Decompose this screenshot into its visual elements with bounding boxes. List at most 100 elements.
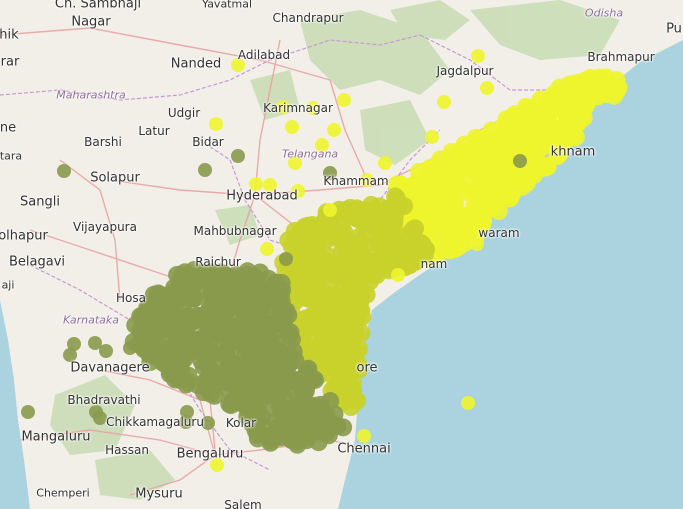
dot-bright-yellow <box>476 131 495 150</box>
dot-outlier-yellow <box>470 237 484 251</box>
dot-olive-green <box>170 360 189 379</box>
dot-olive-green <box>199 356 218 375</box>
dot-olive-yellow <box>332 349 351 368</box>
dot-olive-green <box>140 340 159 359</box>
dot-olive-green <box>177 318 196 337</box>
dot-outlier-green <box>99 344 113 358</box>
dot-olive-green <box>195 281 214 300</box>
dot-olive-green <box>224 392 243 411</box>
place-chikkamagaluru: Chikkamagaluru <box>106 415 204 429</box>
dot-bright-yellow <box>605 86 624 105</box>
dot-outlier-yellow <box>337 93 351 107</box>
dot-olive-yellow <box>377 225 396 244</box>
dot-olive-green <box>242 371 261 390</box>
dot-outlier-yellow <box>327 123 341 137</box>
dot-olive-yellow <box>353 283 372 302</box>
place-latur: Latur <box>138 124 170 138</box>
dot-olive-green <box>244 267 263 286</box>
place-sangli: Sangli <box>20 194 60 210</box>
place-maharashtra: Maharashtra <box>56 88 126 102</box>
dot-olive-green <box>251 425 270 444</box>
place-hosa: Hosa <box>116 291 146 305</box>
place-bengaluru: Bengaluru <box>176 446 244 462</box>
dot-olive-yellow <box>305 326 324 345</box>
dot-outlier-yellow <box>285 120 299 134</box>
dot-olive-green <box>227 376 246 395</box>
dot-olive-yellow <box>387 189 406 208</box>
dot-bright-yellow <box>523 150 542 169</box>
dot-olive-green <box>325 405 344 424</box>
place-olhapur: olhapur <box>0 228 48 244</box>
dot-bright-yellow <box>454 146 473 165</box>
dot-bright-yellow <box>437 168 456 187</box>
dot-olive-yellow <box>352 323 371 342</box>
dot-outlier-green <box>201 416 215 430</box>
dot-bright-yellow <box>506 166 525 185</box>
place-karimnagar: Karimnagar <box>263 101 333 115</box>
dot-outlier-yellow <box>209 117 223 131</box>
dot-outlier-yellow <box>461 396 475 410</box>
place-yavatmal: Yavatmal <box>201 0 253 11</box>
sea-area <box>338 40 683 509</box>
place-tara: tara <box>0 149 23 163</box>
dot-outlier-green <box>279 252 293 266</box>
dot-olive-yellow <box>355 235 374 254</box>
place-adilabad: Adilabad <box>237 48 291 62</box>
dot-olive-green <box>202 329 221 348</box>
sea-west <box>0 300 30 509</box>
dot-olive-yellow <box>415 241 434 260</box>
place-bidar: Bidar <box>192 135 224 149</box>
dot-olive-yellow <box>328 318 347 337</box>
dot-olive-green <box>143 308 162 327</box>
dot-olive-green <box>252 385 271 404</box>
place-chennai: Chennai <box>337 441 391 457</box>
dot-olive-yellow <box>356 255 375 274</box>
dot-olive-yellow <box>403 224 422 243</box>
place-jagdalpur: Jagdalpur <box>436 64 494 78</box>
dot-outlier-green <box>179 415 193 429</box>
dot-olive-green <box>257 347 276 366</box>
place-khammam: Khammam <box>323 174 389 188</box>
dot-outlier-green <box>323 166 337 180</box>
dot-olive-green <box>229 283 248 302</box>
dot-olive-green <box>172 266 191 285</box>
dot-olive-green <box>200 298 219 317</box>
place-rar: rar <box>0 54 20 70</box>
dot-outlier-green <box>63 348 77 362</box>
data-points[interactable] <box>21 49 628 472</box>
dot-bright-yellow <box>401 180 420 199</box>
place-odisha: Odisha <box>584 6 624 20</box>
dot-outlier-green <box>57 164 71 178</box>
place-vijayapura: Vijayapura <box>73 220 137 234</box>
dot-bright-yellow <box>564 100 583 119</box>
dot-bright-yellow <box>570 73 589 92</box>
place-nam: nam <box>420 257 448 271</box>
dot-outlier-green <box>67 337 81 351</box>
place-hyderabad: Hyderabad <box>226 188 298 204</box>
place-salem: Salem <box>224 498 262 509</box>
place-nanded: Nanded <box>170 56 222 72</box>
dot-olive-yellow <box>317 231 336 250</box>
place-aji: aji <box>1 278 15 292</box>
dot-bright-yellow <box>545 135 564 154</box>
place-nagar: Nagar <box>71 14 111 30</box>
dot-outlier-yellow <box>391 268 405 282</box>
dot-olive-green <box>126 316 145 335</box>
dot-outlier-yellow <box>437 95 451 109</box>
dot-olive-green <box>187 330 206 349</box>
dot-olive-green <box>212 366 231 385</box>
place-waram: waram <box>478 226 520 240</box>
dot-olive-yellow <box>335 204 354 223</box>
dot-outlier-green <box>93 411 107 425</box>
dot-olive-yellow <box>325 378 344 397</box>
dot-olive-yellow <box>320 293 339 312</box>
place-brahmapur: Brahmapur <box>587 50 655 64</box>
place-ne: ne <box>0 120 17 136</box>
dot-bright-yellow <box>522 136 541 155</box>
place-chandrapur: Chandrapur <box>272 11 344 25</box>
dot-outlier-yellow <box>231 58 245 72</box>
dot-olive-yellow <box>305 343 324 362</box>
dot-outlier-yellow <box>323 203 337 217</box>
dot-olive-green <box>281 403 300 422</box>
